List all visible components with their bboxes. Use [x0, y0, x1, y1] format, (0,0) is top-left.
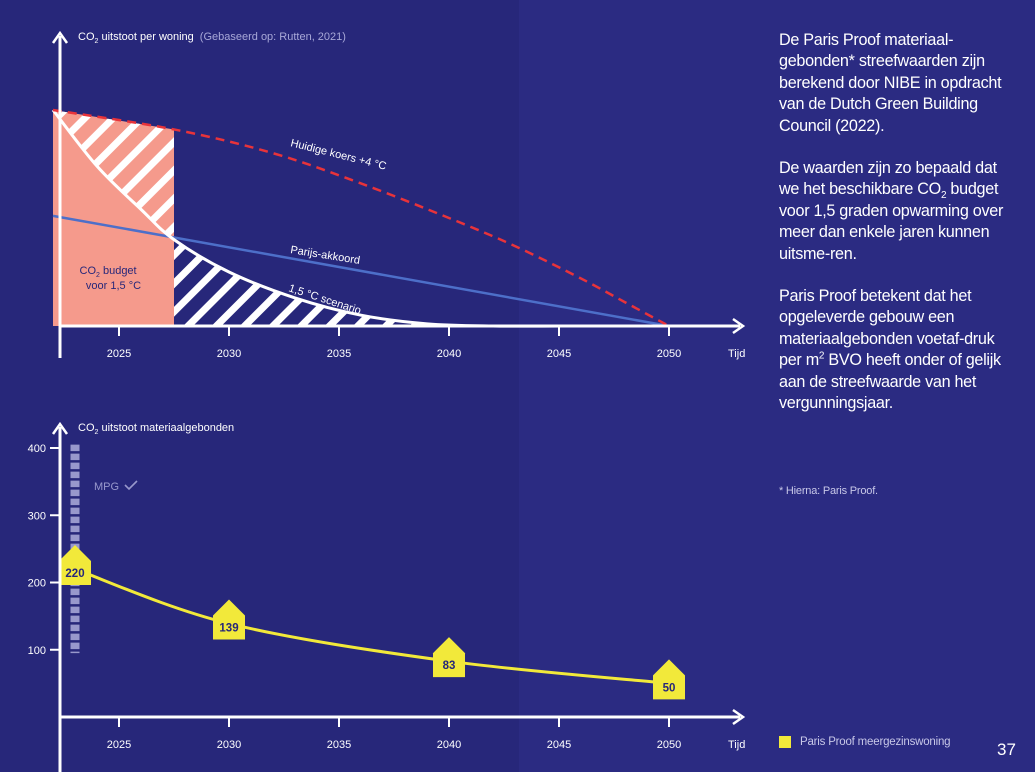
x-tick-label: 2025	[107, 739, 131, 751]
data-label: 220	[65, 568, 84, 580]
budget-label-sub: 2	[96, 272, 100, 279]
side-paragraph-3-a: Paris Proof betekent dat het opgeleverde…	[779, 287, 995, 370]
x-axis-arrow	[732, 708, 746, 726]
side-paragraph-2-sub: 2	[940, 190, 947, 202]
house-marker	[59, 545, 91, 586]
chart-title: CO2 uitstoot per woning (Gebaseerd op: Ru…	[78, 31, 346, 45]
x-tick-label: 2040	[437, 739, 461, 751]
budget-label-rest: budget	[100, 265, 137, 277]
x-tick-label: 2050	[657, 739, 681, 751]
x-tick-label: 2030	[217, 348, 241, 360]
y-tick-label: 100	[28, 645, 46, 657]
y-tick-label: 300	[28, 510, 46, 522]
chart-title-co: CO	[78, 31, 95, 43]
x-tick-label: 2035	[327, 739, 351, 751]
budget-label-line1: CO2 budget	[80, 265, 137, 279]
scenario-hatch-area	[53, 110, 581, 327]
chart-title-sub: 2	[95, 429, 99, 436]
line-parijs-akkoord	[52, 214, 670, 328]
y-tick-label: 400	[28, 443, 46, 455]
legend: Paris Proof meergezinswoning	[779, 736, 951, 748]
data-label: 139	[219, 623, 238, 635]
side-paragraph-2-b: budget voor 1,5 graden opwarming over me…	[779, 180, 1004, 263]
side-text: De Paris Proof materiaal-gebonden* stree…	[779, 30, 1019, 436]
x-axis-label: Tijd	[728, 348, 745, 360]
chart-title: CO2 uitstoot materiaalgebonden	[78, 422, 234, 436]
x-tick-label: 2045	[547, 348, 571, 360]
side-paragraph-2-a: De waarden zijn zo bepaald dat we het be…	[779, 159, 997, 199]
side-paragraph-3: Paris Proof betekent dat het opgeleverde…	[779, 286, 1019, 414]
side-paragraph-2: De waarden zijn zo bepaald dat we het be…	[779, 158, 1019, 265]
budget-label-line2: voor 1,5 °C	[86, 280, 141, 292]
chart-title-sub: 2	[95, 38, 99, 45]
budget-hatch-group	[60, 111, 174, 240]
house-marker	[433, 637, 465, 678]
footnote: * Hierna: Paris Proof.	[779, 485, 878, 497]
x-axis-label: Tijd	[728, 739, 745, 751]
chart-title-note: (Gebaseerd op: Rutten, 2021)	[200, 31, 346, 43]
x-tick-label: 2040	[437, 348, 461, 360]
side-paragraph-3-b: BVO heeft onder of gelijk aan de streefw…	[779, 351, 1001, 413]
budget-hatch-triangle	[60, 111, 174, 240]
legend-label: Paris Proof meergezinswoning	[800, 736, 951, 748]
page-number: 37	[997, 740, 1016, 759]
house-marker	[653, 659, 685, 700]
material-emission-chart: MPG 220 139 83 50 100 200 300 400 2025 2030 2035 204…	[28, 421, 746, 772]
chart-title-rest: uitstoot materiaalgebonden	[98, 422, 234, 434]
x-tick-label: 2050	[657, 348, 681, 360]
side-paragraph-1: De Paris Proof materiaal-gebonden* stree…	[779, 31, 1002, 135]
x-tick-label: 2025	[107, 348, 131, 360]
data-label: 50	[663, 682, 676, 694]
x-tick-label: 2030	[217, 739, 241, 751]
legend-swatch	[779, 736, 791, 748]
y-axis-arrow	[51, 30, 69, 44]
mpg-label: MPG	[94, 481, 119, 493]
check-icon	[124, 480, 138, 491]
y-tick-label: 200	[28, 578, 46, 590]
budget-label-co: CO	[80, 265, 97, 277]
side-paragraph-3-sup: 2	[818, 350, 825, 362]
line-huidige-koers	[52, 108, 670, 328]
x-tick-label: 2045	[547, 739, 571, 751]
x-axis-arrow	[732, 317, 746, 335]
right-page-background	[519, 0, 1035, 772]
line-paris-proof	[74, 567, 670, 685]
x-tick-label: 2035	[327, 348, 351, 360]
house-marker	[213, 599, 245, 640]
label-huidige-koers: Huidige koers +4 °C	[289, 137, 387, 172]
data-label: 83	[443, 660, 456, 672]
y-axis-arrow	[51, 421, 69, 435]
chart-title-co: CO	[78, 422, 95, 434]
chart-title-rest: uitstoot per woning	[98, 31, 193, 43]
